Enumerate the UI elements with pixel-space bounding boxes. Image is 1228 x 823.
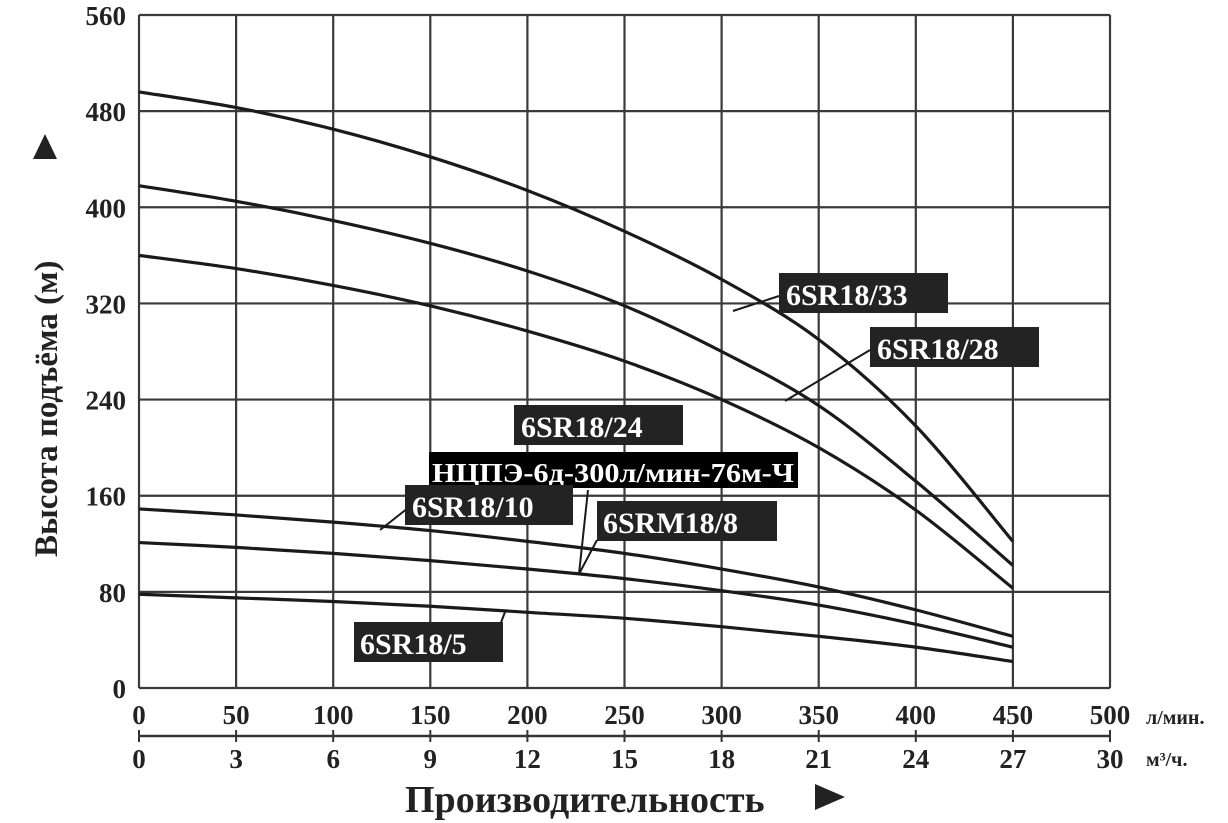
x-tick-m3h: 9 <box>424 744 438 774</box>
curve-6srm18-8 <box>138 540 1014 649</box>
performance-curves <box>138 90 1015 664</box>
y-axis-title: Высота подъёма (м) <box>29 261 65 557</box>
y-axis-ticks: 0 80 160 240 320 400 480 560 <box>86 1 127 704</box>
x-axis-ticks: 0 0 50 3 100 6 150 9 200 12 250 15 300 18 350 21 400 24 45… <box>132 700 1130 774</box>
x-tick-lmin: 350 <box>798 700 839 730</box>
svg-text:6SR18/28: 6SR18/28 <box>877 333 999 366</box>
y-axis-arrow-icon <box>33 134 57 159</box>
label-6sr18-33: 6SR18/33 <box>779 273 948 313</box>
x-tick-m3h: 3 <box>229 744 243 774</box>
y-axis-label: Высота подъёма (м) <box>29 261 65 557</box>
svg-text:6SR18/10: 6SR18/10 <box>412 491 534 524</box>
y-tick: 240 <box>86 386 127 416</box>
curve-6sr18-10 <box>138 507 1014 638</box>
x-tick-lmin: 50 <box>223 700 250 730</box>
grid <box>137 13 1112 690</box>
curve-6sr18-33 <box>138 90 1015 543</box>
x-tick-lmin: 0 <box>132 700 146 730</box>
x-axis-arrow-icon <box>815 784 845 810</box>
x-tick-m3h: 21 <box>805 744 832 774</box>
svg-text:НЦПЭ-6д-300л/мин-76м-Ч: НЦПЭ-6д-300л/мин-76м-Ч <box>432 458 794 488</box>
unit-liters-per-minute: л/мин. <box>1146 707 1204 729</box>
y-tick: 560 <box>86 1 127 31</box>
x-tick-m3h: 30 <box>1097 744 1124 774</box>
x-tick-m3h: 12 <box>514 744 541 774</box>
svg-text:6SR18/5: 6SR18/5 <box>360 628 467 661</box>
x-tick-lmin: 150 <box>410 700 451 730</box>
x-tick-m3h: 15 <box>611 744 638 774</box>
label-6sr18-5: 6SR18/5 <box>354 622 503 662</box>
label-6sr18-28: 6SR18/28 <box>870 327 1039 367</box>
x-tick-lmin: 400 <box>896 700 937 730</box>
x-tick-lmin: 250 <box>604 700 645 730</box>
curve-6sr18-5 <box>138 592 1014 664</box>
curve-6sr18-24 <box>138 253 1014 590</box>
curve-6sr18-28 <box>138 184 1014 567</box>
label-6sr18-24: 6SR18/24 <box>514 405 683 445</box>
y-tick: 320 <box>86 289 127 319</box>
x-tick-m3h: 27 <box>999 744 1026 774</box>
unit-cubic-meters-per-hour: м³/ч. <box>1146 749 1187 771</box>
x-tick-m3h: 18 <box>708 744 735 774</box>
x-tick-lmin: 100 <box>313 700 354 730</box>
y-tick: 480 <box>86 97 127 127</box>
y-tick: 400 <box>86 193 127 223</box>
x-tick-m3h: 6 <box>326 744 340 774</box>
y-tick: 0 <box>113 674 127 704</box>
y-tick: 160 <box>86 482 127 512</box>
svg-text:6SRM18/8: 6SRM18/8 <box>603 507 738 540</box>
svg-text:6SR18/33: 6SR18/33 <box>786 279 908 312</box>
label-ncpe-300-76: НЦПЭ-6д-300л/мин-76м-Ч <box>429 452 798 488</box>
leader-lines <box>379 295 871 626</box>
label-6srm18-8: 6SRM18/8 <box>597 501 777 541</box>
x-tick-m3h: 24 <box>902 744 929 774</box>
label-6sr18-10: 6SR18/10 <box>405 485 573 525</box>
x-tick-lmin: 300 <box>701 700 742 730</box>
x-tick-lmin: 200 <box>507 700 548 730</box>
svg-text:6SR18/24: 6SR18/24 <box>521 411 643 444</box>
x-tick-lmin: 500 <box>1090 700 1131 730</box>
x-tick-m3h: 0 <box>132 744 146 774</box>
y-tick: 80 <box>99 578 126 608</box>
x-tick-lmin: 450 <box>993 700 1034 730</box>
x-axis-title: Производительность <box>405 779 765 821</box>
